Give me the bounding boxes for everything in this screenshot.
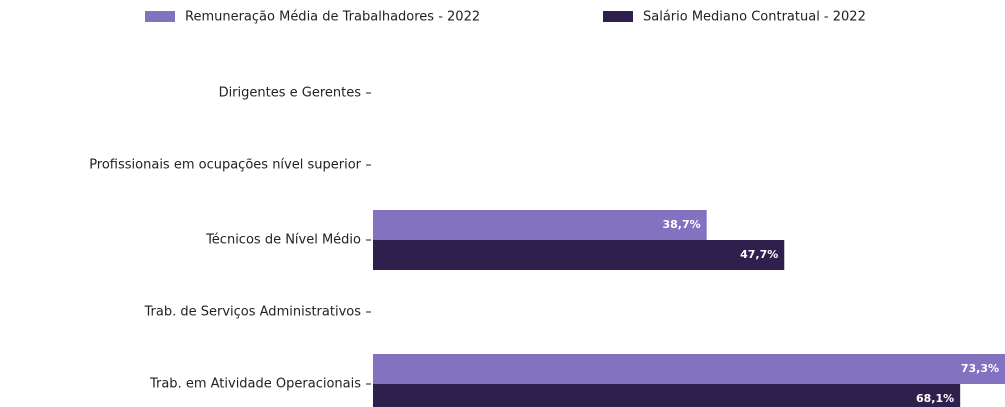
legend-label: Remuneração Média de Trabalhadores - 202… [185,10,480,25]
legend-swatch [145,11,175,22]
y-tick-label: Trab. de Serviços Administrativos [144,305,362,320]
y-tick-label: Técnicos de Nível Médio [205,233,361,248]
bar [373,384,961,407]
legend-swatch [603,11,633,22]
legend-label: Salário Mediano Contratual - 2022 [643,10,866,25]
bar [373,354,1005,384]
value-label: 38,7% [663,218,701,231]
value-label: 73,3% [961,362,999,375]
bar [373,240,785,270]
y-tick-label: Trab. em Atividade Operacionais [149,377,361,392]
value-label: 47,7% [740,248,778,261]
bar [373,210,707,240]
y-tick-label: Profissionais em ocupações nível superio… [89,158,361,173]
value-label: 68,1% [916,392,954,405]
y-tick-label: Dirigentes e Gerentes [219,86,362,101]
